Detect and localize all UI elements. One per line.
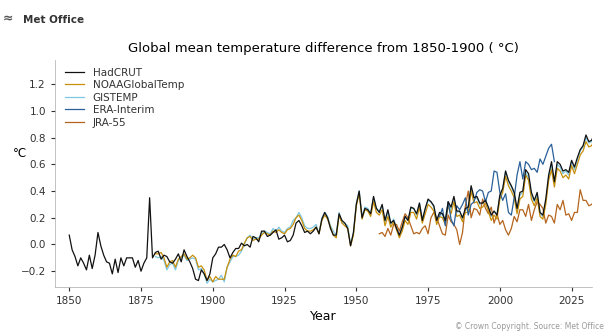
ERA-Interim <box>542 154 550 158</box>
ERA-Interim <box>439 206 446 210</box>
HadCRUT <box>88 267 96 271</box>
ERA-Interim <box>539 162 547 166</box>
GISTEMP <box>390 217 397 221</box>
GISTEMP <box>410 206 417 210</box>
ERA-Interim <box>490 169 498 173</box>
JRA-55 <box>376 232 383 236</box>
JRA-55 <box>479 197 486 201</box>
ERA-Interim <box>456 208 464 212</box>
ERA-Interim <box>545 146 552 150</box>
GISTEMP <box>387 222 395 226</box>
ERA-Interim <box>508 213 515 217</box>
ERA-Interim <box>511 196 518 200</box>
Line: NOAAGlobalTemp: NOAAGlobalTemp <box>156 87 610 282</box>
Text: Met Office: Met Office <box>23 15 84 25</box>
ERA-Interim <box>450 224 458 228</box>
ERA-Interim <box>514 173 521 177</box>
Text: ≈: ≈ <box>3 13 13 26</box>
HadCRUT <box>195 279 202 283</box>
ERA-Interim <box>522 160 529 164</box>
HadCRUT <box>66 233 73 237</box>
NOAAGlobalTemp <box>410 210 417 214</box>
ERA-Interim <box>528 168 535 172</box>
ERA-Interim <box>447 217 454 221</box>
ERA-Interim <box>482 200 489 204</box>
ERA-Interim <box>496 190 503 194</box>
Line: GISTEMP: GISTEMP <box>156 79 610 283</box>
ERA-Interim <box>499 198 506 202</box>
Text: © Crown Copyright. Source: Met Office: © Crown Copyright. Source: Met Office <box>455 322 604 331</box>
ERA-Interim <box>453 204 461 208</box>
Title: Global mean temperature difference from 1850-1900 ( °C): Global mean temperature difference from … <box>128 42 518 55</box>
ERA-Interim <box>519 177 526 181</box>
ERA-Interim <box>536 157 544 161</box>
GISTEMP <box>336 210 343 214</box>
JRA-55 <box>536 202 544 206</box>
X-axis label: Year: Year <box>310 310 337 323</box>
ERA-Interim <box>534 170 541 174</box>
ERA-Interim <box>516 160 523 164</box>
ERA-Interim <box>476 188 483 192</box>
GISTEMP <box>588 140 595 144</box>
ERA-Interim <box>548 142 555 146</box>
JRA-55 <box>456 242 464 246</box>
ERA-Interim <box>487 189 495 193</box>
ERA-Interim <box>525 162 532 166</box>
NOAAGlobalTemp <box>209 280 217 284</box>
Y-axis label: °C: °C <box>13 147 27 160</box>
JRA-55 <box>571 210 578 214</box>
Line: JRA-55: JRA-55 <box>379 75 610 244</box>
ERA-Interim <box>465 213 472 217</box>
ERA-Interim <box>436 214 443 218</box>
ERA-Interim <box>505 210 512 214</box>
ERA-Interim <box>467 202 475 206</box>
GISTEMP <box>203 281 210 285</box>
Line: HadCRUT: HadCRUT <box>70 81 610 281</box>
ERA-Interim <box>442 224 449 228</box>
Legend: HadCRUT, NOAAGlobalTemp, GISTEMP, ERA-Interim, JRA-55: HadCRUT, NOAAGlobalTemp, GISTEMP, ERA-In… <box>63 65 186 130</box>
ERA-Interim <box>551 160 558 164</box>
HadCRUT <box>100 253 107 257</box>
NOAAGlobalTemp <box>387 225 395 229</box>
Line: ERA-Interim: ERA-Interim <box>440 144 554 226</box>
ERA-Interim <box>473 190 481 194</box>
ERA-Interim <box>445 200 452 204</box>
ERA-Interim <box>531 166 538 170</box>
ERA-Interim <box>479 189 486 193</box>
NOAAGlobalTemp <box>390 220 397 224</box>
ERA-Interim <box>462 196 469 200</box>
GISTEMP <box>223 265 231 269</box>
NOAAGlobalTemp <box>152 252 159 256</box>
HadCRUT <box>591 130 598 134</box>
ERA-Interim <box>459 202 466 206</box>
HadCRUT <box>221 242 228 246</box>
NOAAGlobalTemp <box>588 144 595 148</box>
ERA-Interim <box>502 192 509 196</box>
HadCRUT <box>172 257 179 261</box>
ERA-Interim <box>493 170 501 174</box>
ERA-Interim <box>470 200 478 204</box>
NOAAGlobalTemp <box>336 213 343 217</box>
NOAAGlobalTemp <box>223 265 231 269</box>
GISTEMP <box>152 255 159 259</box>
ERA-Interim <box>485 190 492 194</box>
